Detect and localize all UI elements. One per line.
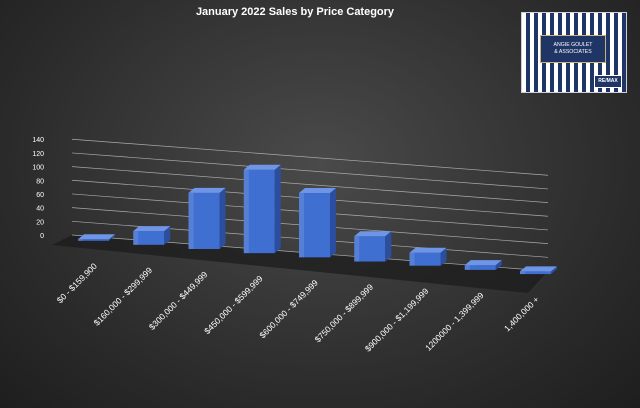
bar-top [354,231,392,237]
bar [133,226,171,245]
bar [409,247,447,266]
gridline [71,166,549,203]
x-tick-label: 1,400,000 + [502,294,541,333]
bar [243,164,281,254]
y-tick-label: 140 [32,137,44,144]
y-tick-label: 40 [36,206,44,213]
remax-badge: RE/MAX [594,75,622,88]
y-tick-label: 0 [40,233,44,240]
bar-highlight [409,252,415,266]
logo-text-box: ANGIE GOULET & ASSOCIATES [540,35,606,63]
x-tick-label: $0 - $159,900 [55,261,99,305]
x-tick-label: $450,000 - $599,999 [202,273,265,336]
bar-side [219,187,226,249]
x-tick-label: $750,000 - $899,999 [313,282,376,345]
bar-top [464,260,502,266]
y-tick-label: 20 [36,219,44,226]
chart-title: January 2022 Sales by Price Category [195,6,395,18]
bar-front [354,236,386,262]
x-tick-label: $300,000 - $449,999 [147,269,210,332]
bar-side [274,164,281,254]
logo-line-1: ANGIE GOULET [553,42,593,48]
logo-line-2: & ASSOCIATES [554,49,592,55]
bar-side [385,231,392,262]
bar-top [78,234,115,240]
bar-front [299,193,330,258]
bar-highlight [243,169,249,254]
bar-side [330,188,336,258]
bar-side [440,247,447,266]
bar-front [243,169,275,254]
y-tick-label: 60 [36,192,44,199]
bar-front [78,239,109,241]
x-tick-label: $900,000 - $1,199,999 [363,286,431,354]
bar-top [188,187,226,193]
brand-logo: ANGIE GOULET & ASSOCIATES RE/MAX [521,12,627,93]
y-tick-label: 80 [36,178,44,185]
bar [520,266,557,275]
bar-highlight [354,236,360,262]
y-tick-label: 120 [32,151,44,158]
x-tick-label: 1200000 - 1,399,999 [423,290,486,353]
bar-highlight [520,271,525,275]
bar-top [243,164,281,170]
bar-side [164,226,171,245]
bar [464,260,502,270]
bar [78,234,115,241]
bar-highlight [299,193,304,258]
bar-front [464,265,496,270]
bar-front [188,192,220,249]
x-tick-label: $160,000 - $299,999 [92,265,155,328]
x-tick-label: $600,000 - $749,999 [257,277,320,340]
bar-front [409,252,441,266]
bar [299,188,336,258]
bar-side [109,234,115,241]
bar-side [495,260,502,270]
bar-top [299,188,336,194]
bar-highlight [464,265,470,270]
bar-front [520,271,551,275]
bar-top [409,247,447,253]
bar-front [133,231,165,245]
bar-side [551,266,557,275]
gridline [71,138,549,176]
y-tick-label: 100 [32,165,44,172]
bar-highlight [78,239,83,241]
bar-top [520,266,557,272]
bar [354,231,392,262]
bar-highlight [133,231,139,245]
bar-top [133,226,171,232]
bar [188,187,226,249]
gridline [71,152,549,190]
bar-highlight [188,192,194,249]
chart-floor [52,235,548,293]
